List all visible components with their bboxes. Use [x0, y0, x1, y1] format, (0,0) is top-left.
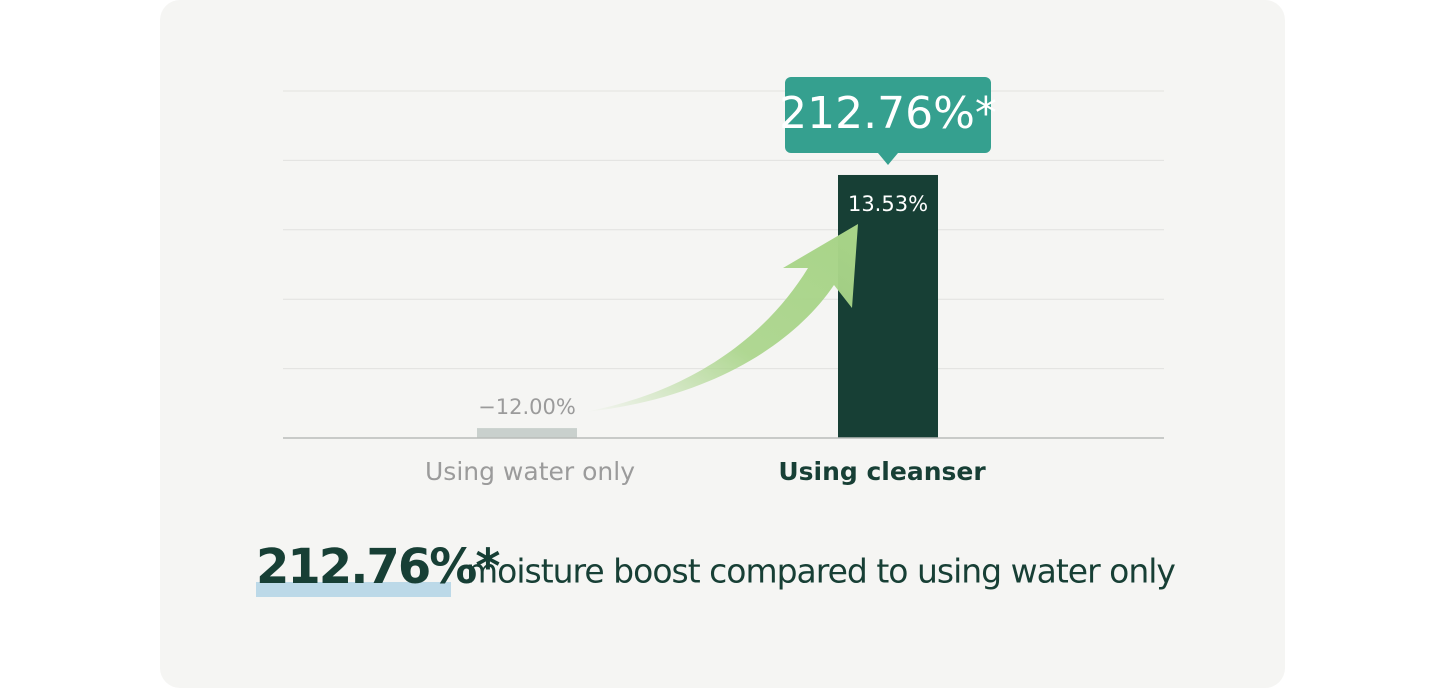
bar: [477, 428, 577, 438]
card: [160, 0, 1285, 688]
callout-box: [785, 77, 991, 153]
headline-number: 212.76%*: [256, 539, 500, 595]
callout: 212.76%*: [779, 77, 997, 165]
x-tick-label: Using water only: [425, 457, 635, 486]
arrow: [585, 224, 858, 412]
value-label: 13.53%: [848, 192, 928, 216]
bars: −12.00% Using water only 13.53% Using clean…: [425, 174, 986, 486]
headline-text: moisture boost compared to using water o…: [466, 552, 1175, 591]
x-tick-label: Using cleanser: [778, 457, 986, 486]
callout-text: 212.76%*: [779, 88, 997, 139]
highlight-underline: [256, 582, 451, 597]
value-label: −12.00%: [478, 395, 576, 419]
callout-pointer: [878, 153, 898, 165]
bar: [838, 174, 938, 438]
